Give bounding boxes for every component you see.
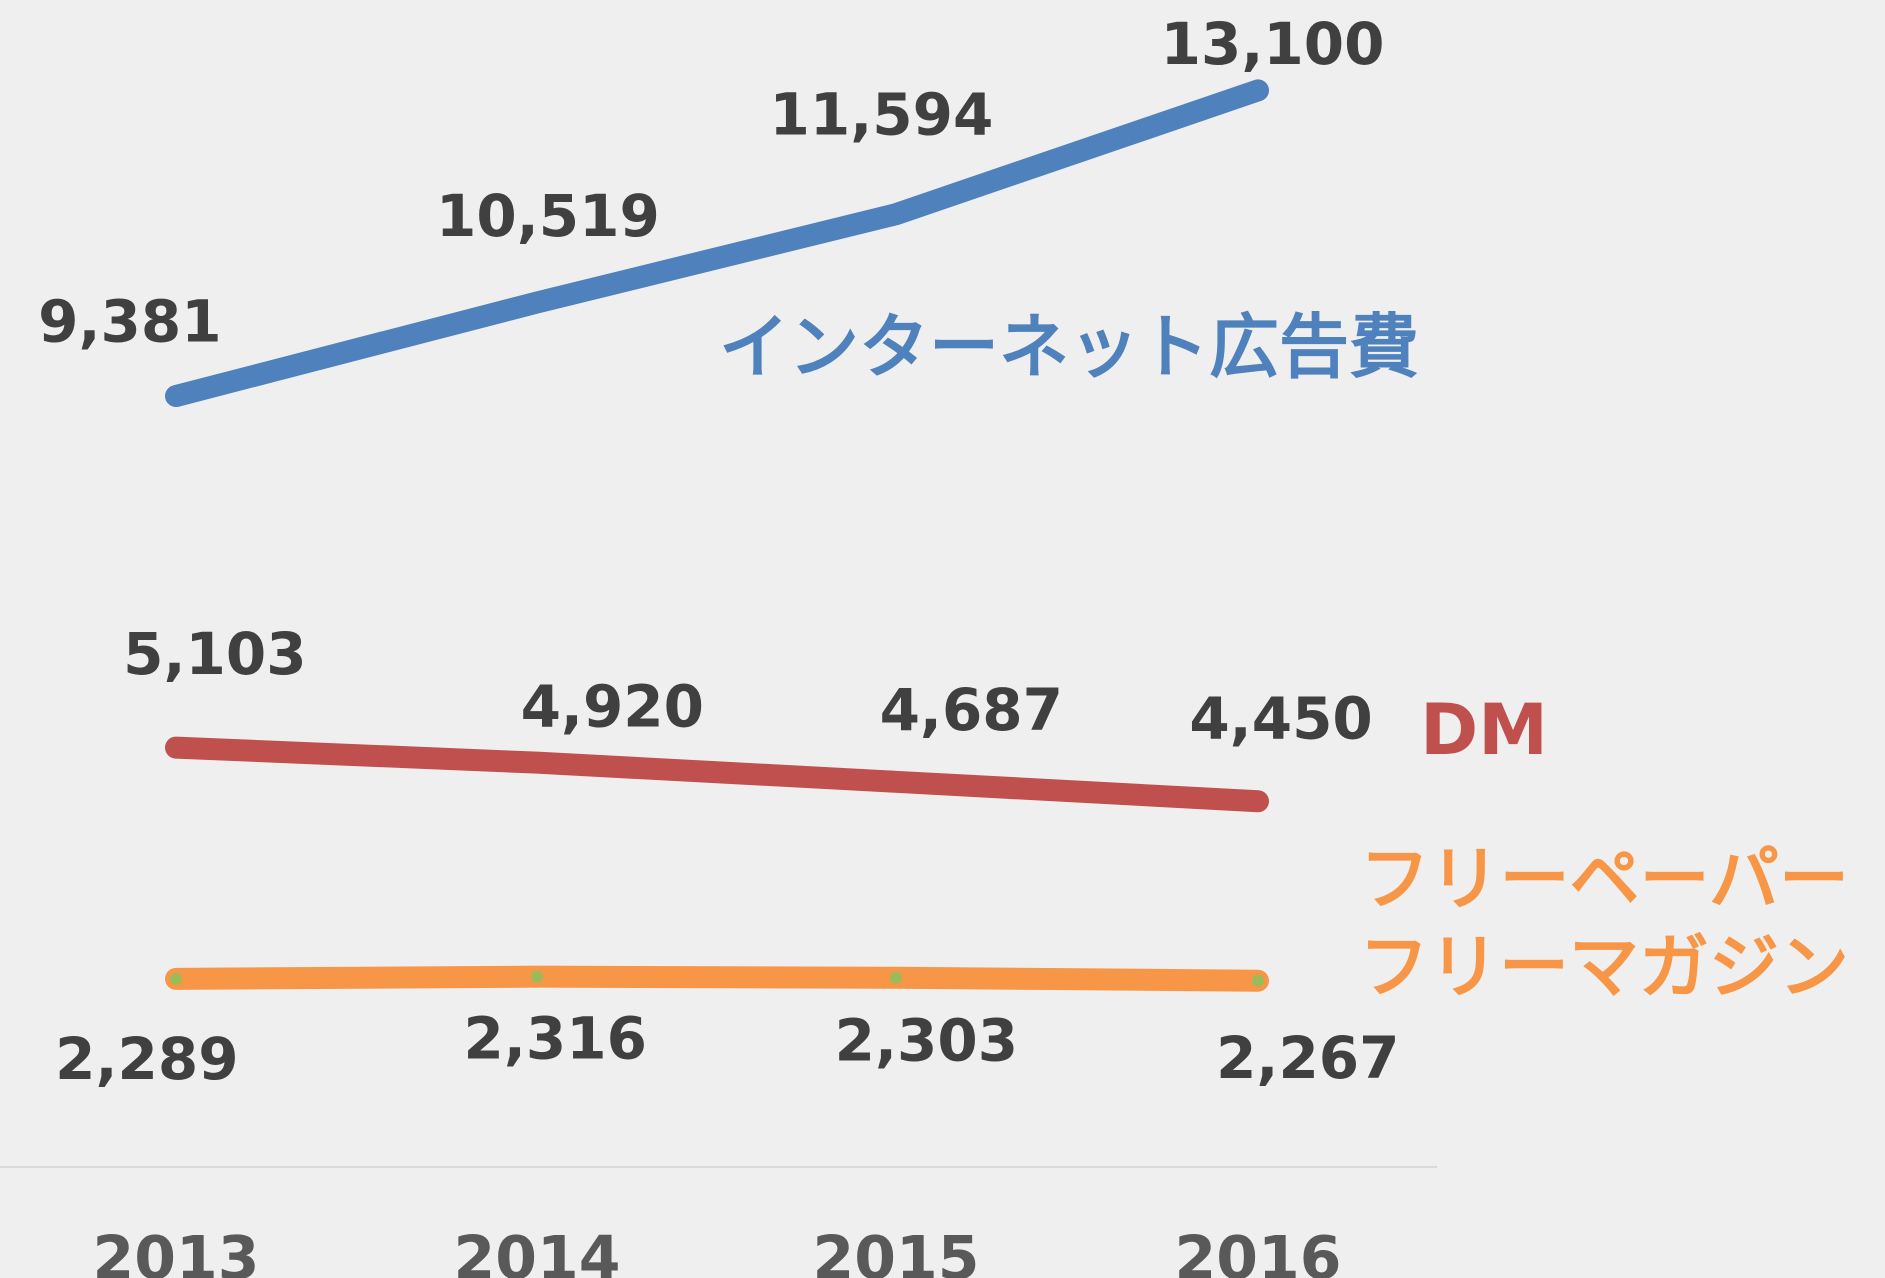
value-label: 13,100 xyxy=(1161,10,1385,78)
value-label: 4,450 xyxy=(1189,684,1372,752)
value-label: 2,267 xyxy=(1216,1024,1399,1092)
x-tick-label: 2014 xyxy=(454,1224,621,1278)
value-label: 2,289 xyxy=(55,1025,238,1093)
series-name: インターネット広告費 xyxy=(719,306,1419,388)
value-label: 2,316 xyxy=(463,1004,646,1072)
value-label: 2,303 xyxy=(835,1007,1018,1075)
value-label: 5,103 xyxy=(123,620,306,688)
x-tick-label: 2016 xyxy=(1175,1224,1342,1278)
series-line xyxy=(165,965,1269,992)
point-marker xyxy=(1252,974,1264,987)
point-marker xyxy=(531,970,543,983)
point-marker xyxy=(170,972,182,985)
series-name-line: フリーペーパー xyxy=(1360,838,1849,920)
x-tick-label: 2015 xyxy=(813,1224,980,1278)
value-label: 9,381 xyxy=(38,288,221,356)
x-tick-label: 2013 xyxy=(93,1224,260,1278)
value-label: 4,920 xyxy=(521,673,704,741)
series-name: DM xyxy=(1420,689,1548,771)
value-label: 4,687 xyxy=(880,676,1063,744)
series-line xyxy=(165,79,1269,408)
value-label: 11,594 xyxy=(770,80,994,148)
series-line xyxy=(165,736,1269,813)
series-name: フリーペーパーフリーマガジン xyxy=(1359,838,1849,1008)
series-name-line: フリーマガジン xyxy=(1359,926,1849,1008)
point-marker xyxy=(890,971,902,984)
value-label: 10,519 xyxy=(436,182,660,250)
